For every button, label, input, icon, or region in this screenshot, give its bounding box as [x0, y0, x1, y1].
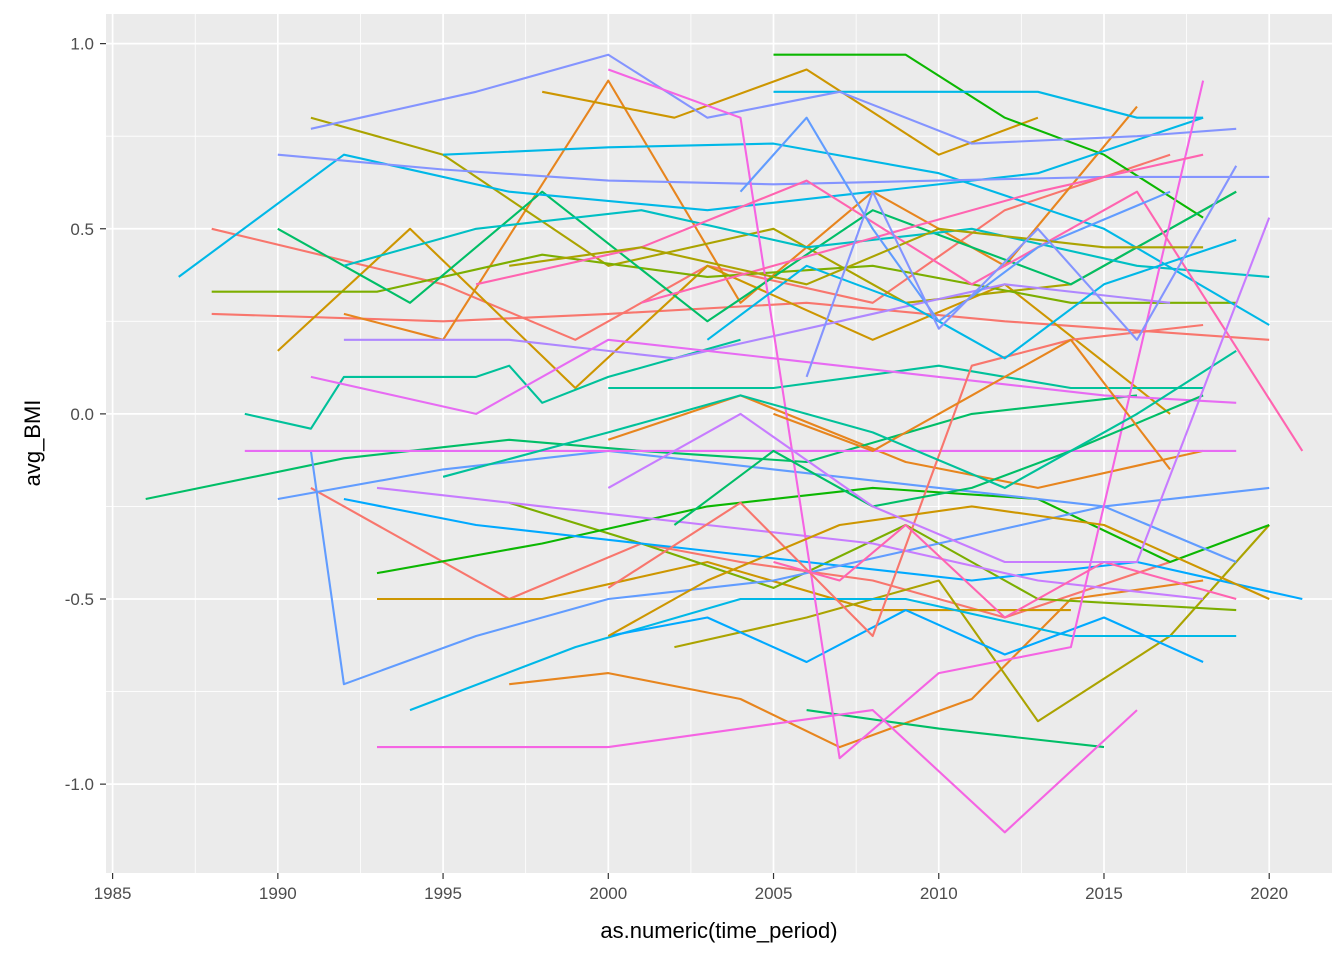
x-tick-label: 1995 — [424, 884, 462, 903]
series-line-11 — [674, 524, 1270, 723]
x-axis-title: as.numeric(time_period) — [600, 918, 837, 943]
series-line-50 — [805, 165, 1238, 378]
series-line-7 — [377, 560, 1071, 612]
series-line-44 — [739, 116, 1171, 323]
x-tick-label: 1990 — [259, 884, 297, 903]
series-line-15 — [376, 486, 1270, 575]
series-line-4 — [509, 579, 1204, 749]
y-tick-label: 0.0 — [70, 405, 94, 424]
series-line-8 — [541, 68, 1039, 156]
series-line-43 — [706, 238, 1237, 360]
series-line-34 — [310, 338, 1237, 415]
y-tick-label: 1.0 — [70, 35, 94, 54]
series-line-47 — [509, 227, 1204, 286]
series-line-24 — [409, 597, 1237, 712]
y-tick-label: -1.0 — [65, 775, 94, 794]
y-axis-title: avg_BMI — [20, 400, 45, 487]
series-line-19 — [244, 338, 741, 430]
series-line-14 — [773, 53, 1204, 219]
series-line-18 — [277, 190, 1237, 323]
series-line-20 — [608, 364, 1204, 390]
y-tick-label: 0.5 — [70, 220, 94, 239]
x-tick-label: 2000 — [589, 884, 627, 903]
series-line-22 — [178, 116, 1204, 278]
x-tick-label: 2020 — [1250, 884, 1288, 903]
series-lines — [145, 53, 1304, 834]
series-line-40 — [607, 323, 1204, 638]
series-line-17 — [806, 709, 1105, 749]
series-line-46 — [773, 338, 1171, 471]
series-line-25 — [773, 90, 1204, 119]
series-line-48 — [442, 350, 1237, 489]
series-line-42 — [673, 394, 1204, 526]
x-tick-label: 2010 — [920, 884, 958, 903]
series-line-12 — [211, 253, 1237, 304]
x-tick-label: 1985 — [94, 884, 132, 903]
series-line-23 — [443, 142, 1270, 326]
series-line-37 — [607, 68, 1205, 760]
y-axis: -1.0 -0.5 0.0 0.5 1.0 — [65, 35, 106, 794]
x-tick-label: 2005 — [755, 884, 793, 903]
y-tick-label: -0.5 — [65, 590, 94, 609]
series-line-6 — [607, 394, 1204, 489]
series-line-13 — [508, 501, 1237, 612]
series-line-41 — [607, 505, 1270, 637]
series-line-36 — [377, 709, 1138, 834]
minor-gridlines — [106, 14, 1332, 873]
panel-background — [106, 14, 1332, 873]
x-axis: 1985 1990 1995 2000 2005 2010 2015 2020 — [94, 873, 1288, 903]
series-line-32 — [343, 283, 1171, 360]
series-line-21 — [343, 209, 1270, 278]
x-tick-label: 2015 — [1085, 884, 1123, 903]
series-line-49 — [607, 217, 1271, 564]
series-line-39 — [475, 179, 1304, 452]
series-line-38 — [641, 153, 1204, 304]
series-line-45 — [773, 523, 1237, 619]
series-line-27 — [608, 609, 1204, 664]
series-line-31 — [310, 53, 1237, 145]
